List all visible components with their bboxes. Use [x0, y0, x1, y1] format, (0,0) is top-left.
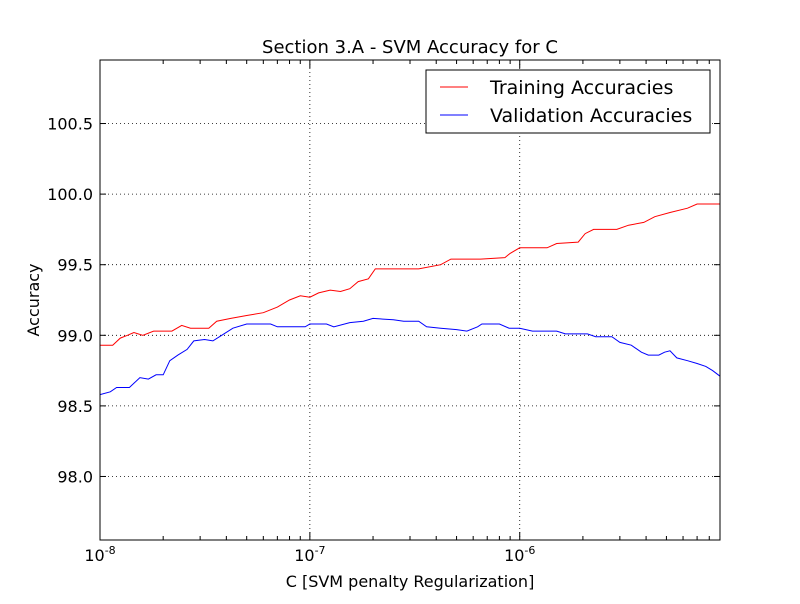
x-tick-base: 10 [84, 546, 104, 565]
x-tick-base: 10 [504, 546, 524, 565]
x-tick-label: 10-7 [294, 544, 325, 565]
y-tick-label: 98.5 [57, 397, 93, 416]
chart-title: Section 3.A - SVM Accuracy for C [262, 37, 558, 58]
x-tick-exponent: -7 [315, 544, 326, 557]
y-tick-label: 100.0 [47, 185, 93, 204]
series-lines [99, 203, 721, 396]
y-tick-label: 99.5 [57, 256, 93, 275]
y-tick-label: 98.0 [57, 467, 93, 486]
series-line-validation [99, 317, 721, 396]
x-tick-base: 10 [294, 546, 314, 565]
x-tick-label: 10-8 [84, 544, 115, 565]
y-tick-label: 100.5 [47, 115, 93, 134]
legend: Training Accuracies Validation Accuracies [425, 69, 711, 134]
y-tick-label: 99.0 [57, 326, 93, 345]
x-axis-label: C [SVM penalty Regularization] [286, 572, 535, 591]
x-tick-exponent: -6 [524, 544, 535, 557]
legend-box [425, 69, 711, 134]
series-line-training [100, 203, 720, 346]
legend-label: Validation Accuracies [490, 105, 692, 127]
x-tick-exponent: -8 [105, 544, 116, 557]
x-tick-label: 10-6 [504, 544, 535, 565]
y-axis-label: Accuracy [24, 263, 43, 336]
legend-label: Training Accuracies [489, 77, 673, 99]
